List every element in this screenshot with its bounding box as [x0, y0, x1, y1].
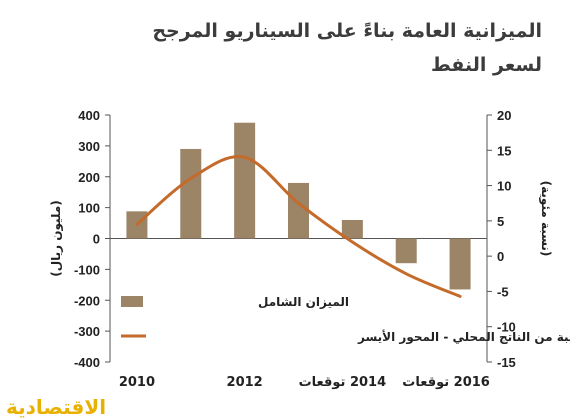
chart-bars — [126, 122, 471, 290]
chart-title-line1: الميزانية العامة بناءً على السيناريو الم… — [152, 20, 542, 42]
chart-axes: -400 -300 -200 -100 0 100 200 300 400 -15 -10 -5 0 5 1… — [49, 108, 553, 370]
bar-2012 — [234, 122, 256, 239]
right-tick-label: 15 — [497, 143, 511, 158]
bar-2014 — [341, 219, 363, 239]
left-tick-label: -300 — [74, 324, 100, 339]
chart-line — [135, 155, 462, 298]
x-tick-label: 2016 توقعات — [402, 375, 490, 390]
left-tick-label: 100 — [78, 201, 100, 216]
left-tick-label: -200 — [74, 293, 100, 308]
left-tick-label: 200 — [78, 170, 100, 185]
right-tick-label: 10 — [497, 179, 511, 194]
left-axis-label: (مليون ريال) — [49, 200, 64, 276]
chart-legend: الميزان الشامل نسبة من الناتج المحلي - ال… — [121, 295, 570, 345]
x-tick-label: 2014 توقعات — [299, 375, 387, 390]
right-axis-label: (نسبة مئوية) — [538, 181, 553, 257]
chart-title-line2: لسعر النفط — [430, 54, 542, 76]
right-tick-label: -10 — [497, 320, 516, 335]
left-tick-label: -100 — [74, 262, 100, 277]
left-tick-label: -400 — [74, 355, 100, 370]
bar-2016 — [449, 238, 471, 290]
chart-title: الميزانية العامة بناءً على السيناريو الم… — [152, 14, 542, 82]
left-tick-label: 300 — [78, 139, 100, 154]
x-tick-label: 2010 — [119, 375, 155, 390]
legend-bar-label: الميزان الشامل — [258, 295, 349, 309]
bar-2011 — [180, 148, 202, 239]
right-tick-label: -5 — [497, 284, 509, 299]
x-tick-label: 2012 — [227, 375, 263, 390]
right-tick-label: 20 — [497, 108, 511, 123]
left-tick-label: 0 — [93, 232, 100, 247]
right-tick-label: 0 — [497, 249, 504, 264]
bar-2015 — [395, 238, 417, 264]
legend-line-label: نسبة من الناتج المحلي - المحور الأيسر — [357, 329, 570, 345]
right-tick-label: 5 — [497, 214, 504, 229]
chart-labels: 2010 2012 2014 توقعات 2016 توقعات — [119, 375, 490, 390]
legend-bar-swatch — [121, 296, 143, 307]
right-tick-label: -15 — [497, 355, 516, 370]
publisher-logo: الاقتصادية — [6, 395, 107, 419]
left-tick-label: 400 — [78, 108, 100, 123]
